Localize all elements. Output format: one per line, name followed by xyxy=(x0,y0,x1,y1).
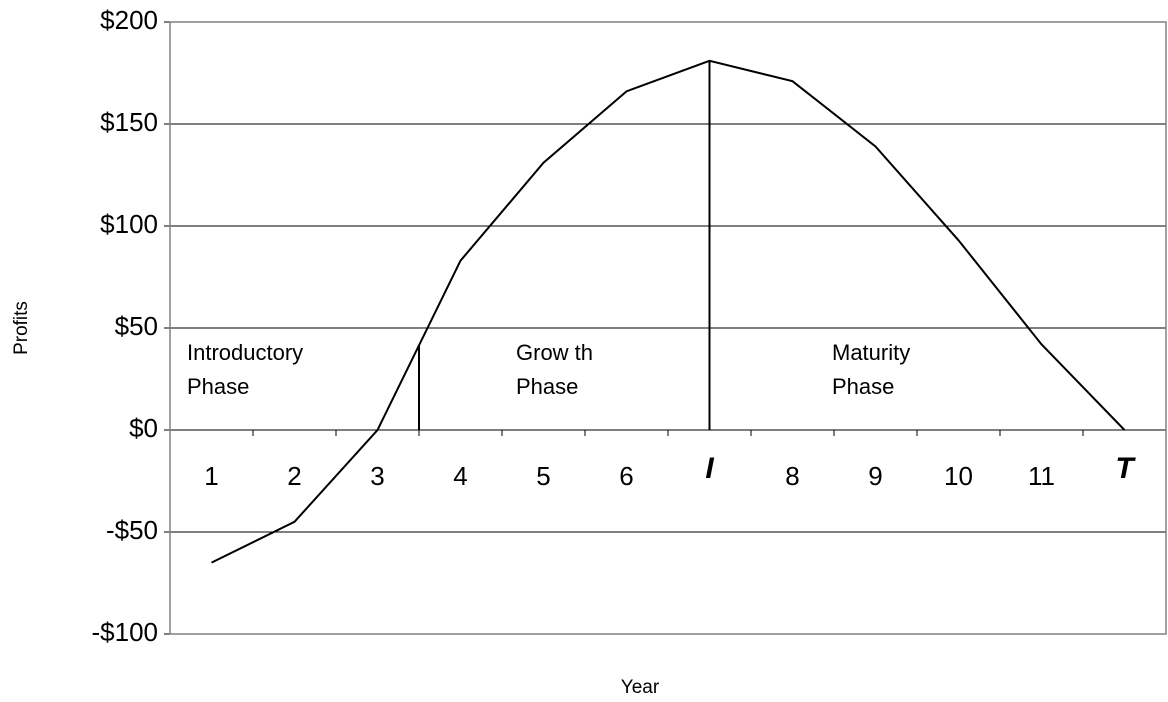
x-tick-label: 9 xyxy=(868,461,882,491)
phase-label: Phase xyxy=(187,374,249,399)
phase-label: Phase xyxy=(516,374,578,399)
x-tick-label: 11 xyxy=(1028,461,1055,491)
x-tick-label: 10 xyxy=(944,461,973,491)
x-tick-label: 8 xyxy=(785,461,799,491)
phase-label: Maturity xyxy=(832,340,910,365)
y-tick-label: $150 xyxy=(100,107,158,137)
plot-border xyxy=(169,21,1167,635)
phase-label: Introductory xyxy=(187,340,303,365)
x-tick-label: 1 xyxy=(204,461,218,491)
y-tick-label: $100 xyxy=(100,209,158,239)
x-tick-label: T xyxy=(1115,452,1136,485)
y-tick-label: -$100 xyxy=(92,617,159,647)
y-tick-label: $200 xyxy=(100,5,158,35)
x-axis-label: Year xyxy=(621,677,660,698)
y-tick-label: $0 xyxy=(129,413,158,443)
x-tick-label: I xyxy=(705,452,714,485)
y-tick-label: -$50 xyxy=(106,515,158,545)
x-tick-label: 2 xyxy=(287,461,301,491)
line-series xyxy=(211,59,1126,564)
phase-label: Grow th xyxy=(516,340,593,365)
x-tick-label: 5 xyxy=(536,461,550,491)
y-tick-label: $50 xyxy=(115,311,158,341)
y-axis-label: Profits xyxy=(11,301,32,355)
phase-label: Phase xyxy=(832,374,894,399)
x-tick-label: 6 xyxy=(619,461,633,491)
x-tick-label: 4 xyxy=(453,461,467,491)
x-tick-label: 3 xyxy=(370,461,384,491)
